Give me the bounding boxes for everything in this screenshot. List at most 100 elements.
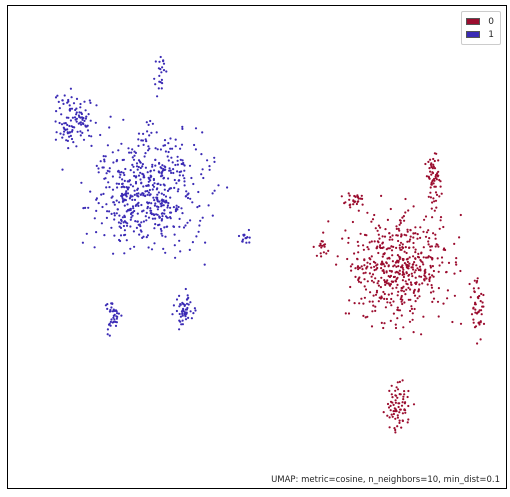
data-point-1-721 bbox=[108, 310, 111, 313]
data-point-0-481 bbox=[358, 302, 361, 305]
data-point-1-379 bbox=[139, 178, 142, 181]
data-point-1-430 bbox=[147, 246, 150, 249]
data-point-0-495 bbox=[374, 309, 377, 312]
data-point-0-254 bbox=[417, 256, 421, 259]
data-point-0-618 bbox=[382, 411, 385, 414]
data-point-1-501 bbox=[61, 168, 64, 171]
data-point-1-223 bbox=[105, 172, 108, 175]
data-point-1-577 bbox=[60, 123, 64, 126]
data-point-0-183 bbox=[359, 232, 362, 235]
data-point-0-191 bbox=[388, 247, 391, 250]
data-point-0-291 bbox=[391, 234, 394, 237]
data-point-1-87 bbox=[160, 192, 163, 195]
data-point-1-536 bbox=[153, 227, 156, 230]
data-point-0-513 bbox=[386, 301, 389, 304]
data-point-0-729 bbox=[474, 301, 477, 304]
data-point-1-143 bbox=[134, 180, 138, 184]
data-point-0-573 bbox=[429, 163, 432, 166]
data-point-1-518 bbox=[154, 164, 157, 167]
data-point-0-268 bbox=[412, 331, 415, 334]
data-point-0-674 bbox=[401, 379, 404, 382]
data-point-0-465 bbox=[401, 270, 404, 273]
data-point-0-599 bbox=[348, 194, 351, 197]
data-point-0-438 bbox=[396, 276, 399, 279]
data-point-1-57 bbox=[172, 168, 175, 171]
data-point-1-273 bbox=[100, 193, 103, 196]
data-point-0-344 bbox=[416, 237, 419, 240]
data-point-1-529 bbox=[123, 173, 126, 177]
data-point-0-395 bbox=[420, 251, 423, 254]
data-point-1-97 bbox=[95, 231, 98, 234]
data-point-1-543 bbox=[168, 169, 171, 172]
data-point-1-636 bbox=[67, 98, 70, 102]
data-point-1-361 bbox=[103, 158, 106, 161]
data-point-0-162 bbox=[404, 280, 407, 283]
data-point-0-227 bbox=[411, 318, 414, 321]
legend-entry-0[interactable]: 0 bbox=[466, 15, 494, 28]
data-point-1-396 bbox=[137, 204, 140, 207]
data-point-1-466 bbox=[191, 201, 194, 204]
data-point-0-314 bbox=[459, 213, 462, 217]
data-point-1-672 bbox=[160, 78, 163, 81]
data-point-0-216 bbox=[409, 238, 412, 241]
data-point-1-739 bbox=[171, 313, 174, 316]
data-point-1-141 bbox=[125, 239, 128, 242]
data-point-1-41 bbox=[211, 214, 214, 217]
data-point-0-524 bbox=[432, 165, 435, 168]
data-point-1-405 bbox=[166, 225, 169, 228]
data-point-0-668 bbox=[398, 421, 401, 424]
data-point-0-488 bbox=[395, 286, 398, 289]
data-point-1-419 bbox=[157, 182, 160, 185]
data-point-1-723 bbox=[111, 310, 114, 313]
data-point-1-766 bbox=[175, 298, 179, 301]
data-point-1-759 bbox=[186, 297, 189, 300]
data-point-0-419 bbox=[384, 228, 387, 231]
data-point-1-420 bbox=[158, 215, 161, 218]
data-point-1-311 bbox=[120, 171, 123, 174]
data-point-0-308 bbox=[384, 281, 387, 284]
data-point-0-186 bbox=[395, 225, 398, 228]
data-point-0-256 bbox=[381, 260, 384, 263]
data-point-0-108 bbox=[388, 238, 391, 241]
data-point-1-555 bbox=[112, 201, 115, 204]
data-point-0-208 bbox=[385, 271, 388, 274]
data-point-1-547 bbox=[174, 138, 177, 141]
data-point-1-353 bbox=[173, 233, 176, 236]
data-point-1-247 bbox=[137, 144, 140, 147]
data-point-1-269 bbox=[111, 151, 114, 154]
data-point-0-455 bbox=[413, 294, 417, 297]
data-point-1-745 bbox=[184, 287, 187, 291]
data-point-0-232 bbox=[362, 244, 365, 247]
data-point-1-664 bbox=[71, 116, 74, 119]
data-point-0-409 bbox=[403, 250, 406, 253]
data-point-0-29 bbox=[377, 233, 380, 236]
data-point-0-576 bbox=[436, 175, 439, 178]
data-point-0-606 bbox=[361, 197, 364, 200]
data-point-1-761 bbox=[189, 310, 192, 313]
data-point-0-2 bbox=[395, 227, 398, 230]
data-point-1-438 bbox=[131, 205, 135, 208]
data-point-1-676 bbox=[162, 62, 166, 65]
data-point-1-557 bbox=[174, 210, 177, 213]
data-point-1-62 bbox=[166, 206, 169, 209]
data-point-1-460 bbox=[134, 151, 137, 154]
data-point-0-315 bbox=[453, 294, 456, 297]
data-point-0-511 bbox=[362, 314, 365, 317]
data-point-1-183 bbox=[135, 175, 138, 178]
data-point-0-367 bbox=[398, 269, 401, 272]
data-point-1-138 bbox=[129, 212, 133, 216]
data-point-1-265 bbox=[108, 126, 111, 129]
data-point-1-401 bbox=[180, 170, 183, 173]
data-point-1-299 bbox=[164, 168, 167, 171]
data-point-0-325 bbox=[390, 270, 393, 273]
legend-entry-1[interactable]: 1 bbox=[466, 28, 494, 41]
data-point-1-337 bbox=[169, 196, 172, 199]
data-point-0-672 bbox=[396, 388, 400, 391]
data-point-1-123 bbox=[186, 221, 189, 224]
data-point-0-510 bbox=[374, 305, 377, 308]
data-point-1-627 bbox=[72, 141, 75, 144]
data-point-0-558 bbox=[427, 160, 430, 163]
data-point-0-147 bbox=[411, 266, 414, 269]
data-point-0-193 bbox=[396, 254, 399, 257]
data-point-0-460 bbox=[427, 240, 430, 243]
